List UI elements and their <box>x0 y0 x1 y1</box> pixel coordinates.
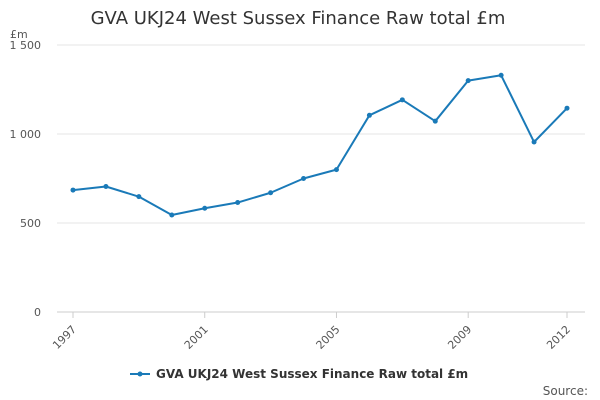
data-point[interactable] <box>301 176 307 181</box>
data-point[interactable] <box>235 200 241 206</box>
x-tick-label: 2001 <box>182 323 211 352</box>
data-point[interactable] <box>70 187 76 193</box>
data-point[interactable] <box>268 190 274 196</box>
data-point[interactable] <box>531 139 537 145</box>
data-point[interactable] <box>498 72 504 78</box>
y-axis-ticks: 0 500 1 000 1 500 <box>10 39 42 319</box>
y-tick-label: 1 000 <box>10 128 42 141</box>
data-point[interactable] <box>333 167 339 173</box>
source-label: Source: <box>543 384 588 398</box>
data-point[interactable] <box>103 184 109 190</box>
series-line-0 <box>72 74 568 216</box>
legend[interactable]: GVA UKJ24 West Sussex Finance Raw total … <box>130 367 468 381</box>
x-tick-label: 2012 <box>544 323 573 352</box>
data-point[interactable] <box>169 212 175 218</box>
data-point[interactable] <box>564 105 570 111</box>
x-tick-label: 1997 <box>50 323 79 352</box>
y-tick-label: 1 500 <box>10 39 42 52</box>
x-tick-label: 2009 <box>445 323 474 352</box>
legend-label: GVA UKJ24 West Sussex Finance Raw total … <box>156 367 468 381</box>
data-point[interactable] <box>366 112 372 118</box>
series-layer <box>70 72 570 218</box>
y-tick-label: 0 <box>34 306 41 319</box>
y-tick-label: 500 <box>20 217 41 230</box>
data-point[interactable] <box>465 78 471 84</box>
y-axis-unit-label: £m <box>10 28 28 41</box>
data-point[interactable] <box>202 205 208 211</box>
x-axis-ticks: 1997 2001 2005 2009 2012 <box>50 312 573 352</box>
data-point[interactable] <box>136 194 142 200</box>
data-point[interactable] <box>432 118 438 124</box>
legend-marker <box>137 371 143 377</box>
data-point[interactable] <box>399 97 405 103</box>
chart-title: GVA UKJ24 West Sussex Finance Raw total … <box>91 8 506 29</box>
gridlines <box>57 44 585 224</box>
x-tick-label: 2005 <box>314 323 343 352</box>
